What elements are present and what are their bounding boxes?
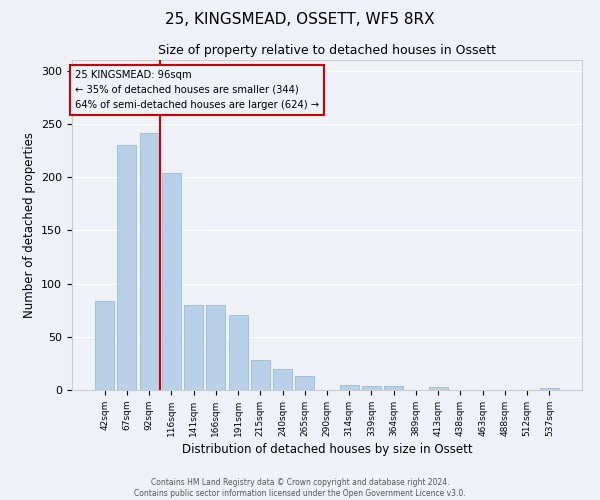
Bar [184, 305, 203, 390]
Bar [362, 386, 381, 390]
Bar [118, 145, 136, 390]
Bar [273, 368, 292, 390]
Title: Size of property relative to detached houses in Ossett: Size of property relative to detached ho… [158, 44, 496, 58]
Bar [229, 316, 248, 390]
Bar [140, 134, 158, 390]
Bar [95, 300, 114, 390]
Bar [540, 388, 559, 390]
Y-axis label: Number of detached properties: Number of detached properties [23, 132, 35, 318]
Bar [429, 387, 448, 390]
Text: Contains HM Land Registry data © Crown copyright and database right 2024.
Contai: Contains HM Land Registry data © Crown c… [134, 478, 466, 498]
Bar [251, 360, 270, 390]
Text: 25, KINGSMEAD, OSSETT, WF5 8RX: 25, KINGSMEAD, OSSETT, WF5 8RX [165, 12, 435, 28]
Bar [384, 386, 403, 390]
Text: 25 KINGSMEAD: 96sqm
← 35% of detached houses are smaller (344)
64% of semi-detac: 25 KINGSMEAD: 96sqm ← 35% of detached ho… [74, 70, 319, 110]
Bar [206, 305, 225, 390]
Bar [162, 173, 181, 390]
Bar [340, 384, 359, 390]
X-axis label: Distribution of detached houses by size in Ossett: Distribution of detached houses by size … [182, 443, 472, 456]
Bar [295, 376, 314, 390]
